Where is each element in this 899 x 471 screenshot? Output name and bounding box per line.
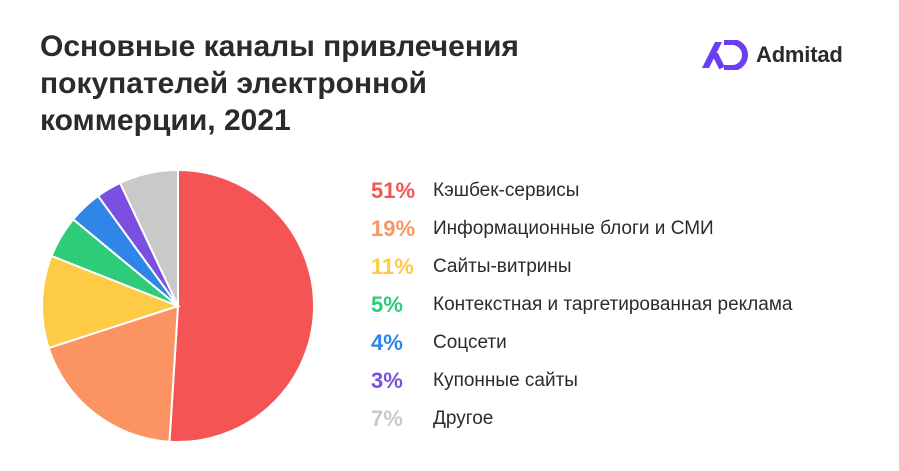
legend-label: Соцсети [433, 332, 507, 353]
brand-logo: Admitad [700, 40, 843, 70]
chart-legend: 51% Кэшбек-сервисы 19% Информационные блоги… [371, 172, 792, 438]
legend-label: Кэшбек-сервисы [433, 180, 580, 201]
title-line-3: коммерции, 2021 [40, 104, 291, 137]
legend-item: 19% Информационные блоги и СМИ [371, 210, 792, 248]
legend-item: 51% Кэшбек-сервисы [371, 172, 792, 210]
pie-slice-7 [118, 168, 179, 307]
legend-label: Контекстная и таргетированная реклама [433, 294, 793, 315]
pie-slice-2 [47, 304, 180, 443]
pie-slice-1 [168, 168, 316, 443]
legend-percent: 11% [371, 254, 414, 279]
legend-item: 11% Сайты-витрины [371, 248, 792, 286]
legend-item: 5% Контекстная и таргетированная реклама [371, 286, 792, 324]
legend-label: Информационные блоги и СМИ [433, 218, 714, 239]
chart-title: Основные каналы привлечения покупателей … [40, 28, 560, 139]
legend-item: 4% Соцсети [371, 324, 792, 362]
legend-percent: 3% [371, 368, 403, 393]
brand-name: Admitad [756, 42, 843, 67]
legend-item: 7% Другое [371, 400, 792, 438]
admitad-logo-icon [702, 40, 748, 70]
legend-item: 3% Купонные сайты [371, 362, 792, 400]
legend-percent: 4% [371, 330, 403, 355]
legend-label: Сайты-витрины [433, 256, 572, 277]
title-line-1: Основные каналы привлечения [40, 30, 519, 63]
pie-slice-3 [41, 254, 181, 350]
pie-chart [41, 168, 316, 443]
legend-percent: 51% [371, 178, 416, 203]
title-line-2: покупателей электронной [40, 67, 427, 100]
legend-percent: 19% [371, 216, 416, 241]
legend-label: Другое [433, 408, 494, 429]
legend-percent: 5% [371, 292, 403, 317]
legend-label: Купонные сайты [433, 370, 578, 391]
legend-percent: 7% [371, 406, 403, 431]
